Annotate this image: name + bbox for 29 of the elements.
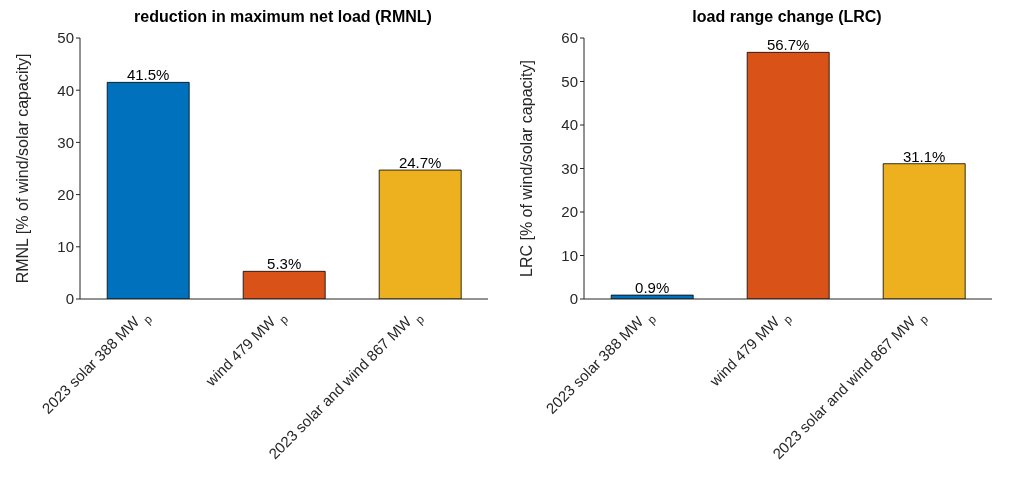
- y-tick-label: 60: [561, 29, 578, 47]
- data-label: 56.7%: [766, 36, 810, 54]
- data-label: 24.7%: [398, 154, 442, 172]
- y-tick-label: 0: [569, 290, 578, 308]
- y-tick-label: 0: [65, 290, 74, 308]
- bar: [242, 270, 326, 299]
- y-tick-label: 50: [561, 72, 578, 90]
- y-tick-label: 50: [57, 29, 74, 47]
- chart-title: reduction in maximum net load (RMNL): [133, 8, 433, 27]
- y-tick-label: 40: [57, 81, 74, 99]
- y-axis-title: RMNL [% of wind/solar capacity]: [13, 53, 31, 284]
- y-tick-label: 40: [561, 116, 578, 134]
- bar: [378, 169, 462, 299]
- bar: [882, 163, 966, 299]
- y-tick-label: 10: [561, 246, 578, 264]
- y-axis-title: LRC [% of wind/solar capacity]: [517, 60, 535, 277]
- y-tick-label: 10: [57, 238, 74, 256]
- y-tick-label: 30: [561, 159, 578, 177]
- data-label: 41.5%: [126, 66, 170, 84]
- y-tick-label: 20: [561, 203, 578, 221]
- data-label: 5.3%: [267, 255, 302, 273]
- bar: [106, 81, 190, 299]
- data-label: 31.1%: [902, 147, 946, 165]
- y-tick-label: 30: [57, 133, 74, 151]
- data-label: 0.9%: [635, 279, 670, 297]
- bar: [610, 294, 694, 299]
- y-tick-label: 20: [57, 185, 74, 203]
- chart-title: load range change (LRC): [691, 8, 883, 27]
- bar: [746, 51, 830, 299]
